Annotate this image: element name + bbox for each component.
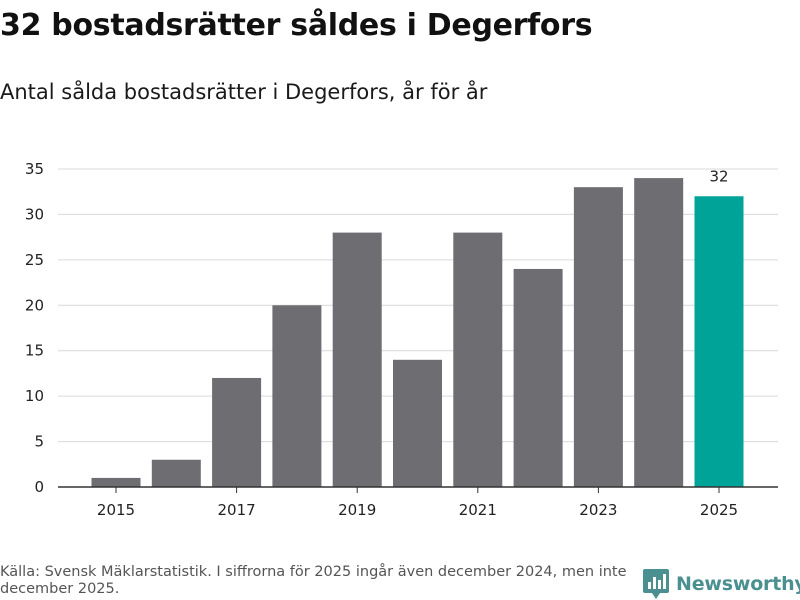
bar-2017 [212,377,262,487]
x-tick-label: 2021 [459,501,497,519]
bar-2018 [272,305,322,487]
chart-title: 32 bostadsrätter såldes i Degerfors [0,8,593,43]
y-tick-label: 30 [25,205,44,223]
bar-2015 [91,477,141,487]
bars [91,178,744,488]
x-axis [58,486,778,493]
data-label: 32 [709,167,728,185]
x-tick-label: 2025 [700,501,738,519]
x-tick-label: 2017 [218,501,256,519]
chart-subtitle: Antal sålda bostadsrätter i Degerfors, å… [0,80,488,104]
x-tick-label: 2019 [338,501,376,519]
y-tick-label: 5 [34,433,44,451]
y-tick-label: 35 [25,160,44,178]
x-tick-label: 2023 [579,501,617,519]
bar-2020 [393,359,442,487]
brand-name: Newsworthy [676,573,800,595]
newsworthy-logo: Newsworthy [643,569,800,599]
y-tick-label: 0 [34,478,44,496]
bar-2021 [453,232,503,487]
bar-2022 [513,268,563,487]
x-tick-label: 2015 [97,501,135,519]
y-tick-label: 20 [25,296,44,314]
bar-2016 [151,459,201,487]
bar-2024 [634,178,684,488]
newsworthy-logo-icon [643,569,669,599]
y-tick-label: 25 [25,251,44,269]
source-note: Källa: Svensk Mäklarstatistik. I siffror… [0,564,627,597]
y-tick-label: 15 [25,342,44,360]
y-tick-label: 10 [25,387,44,405]
bar-2019 [332,232,382,487]
bar-2023 [573,187,623,487]
bar-2025 [694,196,744,487]
